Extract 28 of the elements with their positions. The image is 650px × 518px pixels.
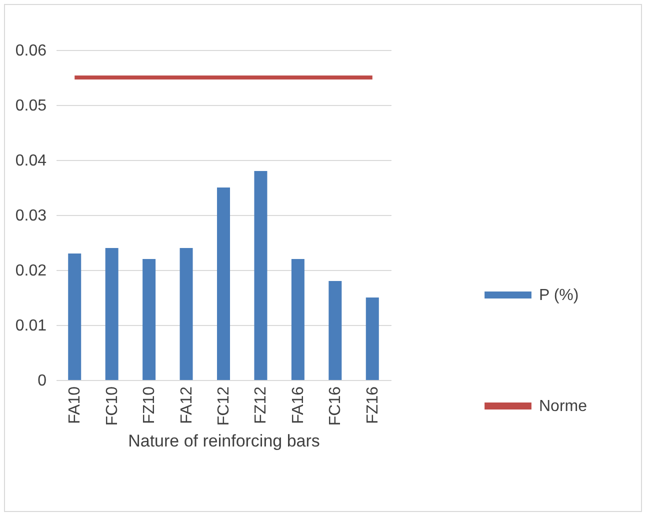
- x-tick-label: FA10: [66, 386, 84, 424]
- bar: [180, 248, 193, 380]
- y-tick-label: 0.02: [15, 262, 47, 280]
- y-tick-label: 0.01: [15, 318, 47, 334]
- y-tick-label: 0.06: [15, 42, 47, 60]
- x-tick-label: FZ12: [252, 386, 270, 424]
- x-tick-label: FZ10: [141, 386, 158, 424]
- y-tick-label: 0: [38, 372, 47, 390]
- x-tick-label: FC16: [327, 386, 344, 426]
- bar: [254, 171, 268, 380]
- x-tick-label: FA16: [290, 386, 307, 424]
- bar: [105, 248, 118, 380]
- y-tick-label: 0.04: [15, 152, 47, 170]
- x-tick-label: FC12: [216, 386, 232, 426]
- legend-label: P (%): [539, 287, 579, 304]
- bar: [217, 188, 230, 380]
- legend-label: Norme: [539, 398, 588, 415]
- bar: [328, 281, 342, 380]
- bar: [142, 259, 156, 380]
- x-axis-title: Nature of reinforcing bars: [128, 432, 320, 451]
- x-tick-label: FA12: [178, 386, 196, 424]
- x-tick-label: FZ16: [364, 386, 382, 424]
- y-tick-label: 0.05: [15, 98, 47, 114]
- x-tick-label: FC10: [104, 386, 121, 426]
- bar: [291, 259, 304, 380]
- y-tick-label: 0.03: [15, 208, 47, 224]
- bar: [366, 298, 379, 380]
- bar: [68, 254, 82, 380]
